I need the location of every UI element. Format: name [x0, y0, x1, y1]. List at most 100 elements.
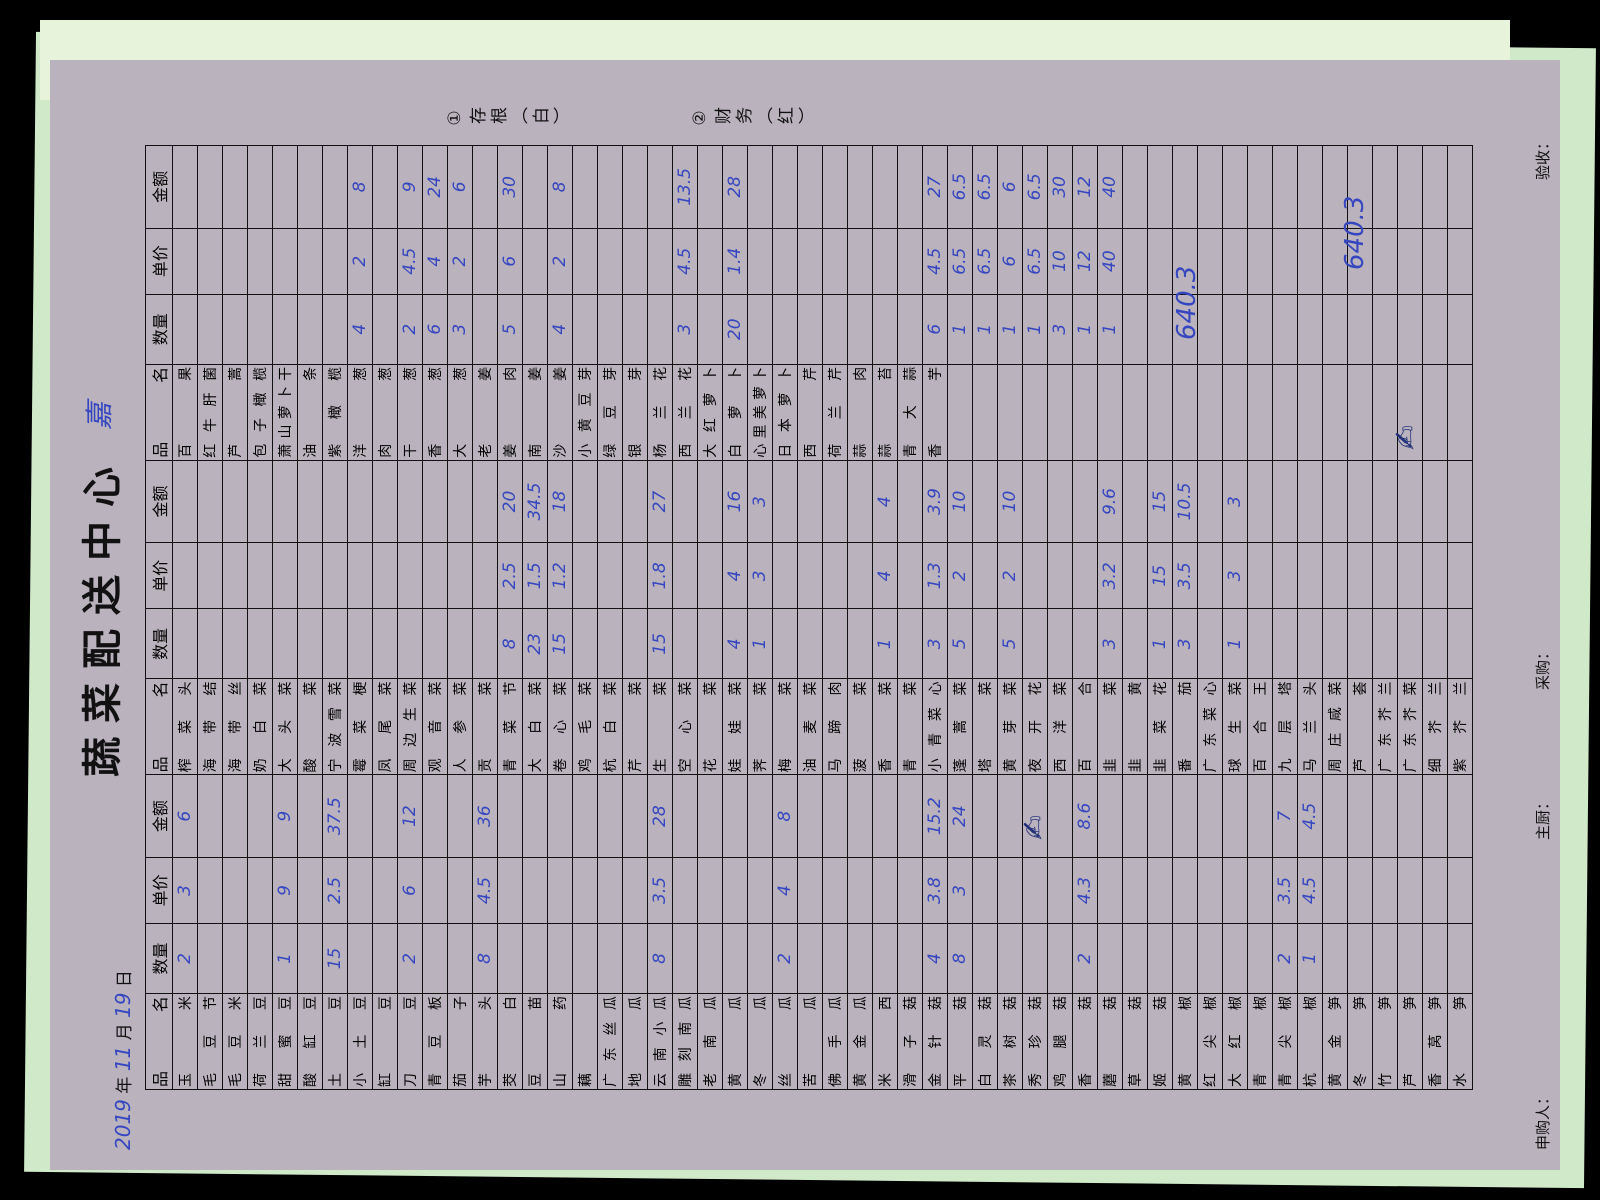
item-amount[interactable]: [897, 774, 923, 858]
item-amount[interactable]: [1197, 774, 1223, 858]
item-qty[interactable]: [372, 923, 398, 994]
item-price[interactable]: [1422, 857, 1448, 924]
item-price[interactable]: [347, 857, 373, 924]
item-qty[interactable]: 8: [947, 923, 973, 994]
item-price[interactable]: 3.5: [1172, 542, 1198, 609]
item-amount[interactable]: [1247, 145, 1273, 229]
item-price[interactable]: [522, 228, 548, 295]
item-qty[interactable]: 8: [497, 608, 523, 679]
item-qty[interactable]: [1372, 608, 1398, 679]
item-qty[interactable]: [722, 923, 748, 994]
item-amount[interactable]: [822, 774, 848, 858]
item-amount[interactable]: 12: [397, 774, 423, 858]
item-amount[interactable]: [1397, 774, 1423, 858]
item-price[interactable]: [422, 857, 448, 924]
item-qty[interactable]: [1322, 294, 1348, 365]
item-price[interactable]: [972, 542, 998, 609]
item-qty[interactable]: 4: [922, 923, 948, 994]
item-qty[interactable]: [1322, 608, 1348, 679]
item-qty[interactable]: [547, 923, 573, 994]
item-price[interactable]: [747, 857, 773, 924]
item-qty[interactable]: [1197, 608, 1223, 679]
item-amount[interactable]: 28: [722, 145, 748, 229]
item-qty[interactable]: [1047, 923, 1073, 994]
item-price[interactable]: 3.8: [922, 857, 948, 924]
item-price[interactable]: [172, 228, 198, 295]
item-qty[interactable]: 3: [1097, 608, 1123, 679]
item-qty[interactable]: [1122, 294, 1148, 365]
item-amount[interactable]: 10: [947, 460, 973, 543]
item-amount[interactable]: [522, 774, 548, 858]
item-price[interactable]: [697, 857, 723, 924]
item-amount[interactable]: [247, 145, 273, 229]
item-qty[interactable]: [672, 608, 698, 679]
item-qty[interactable]: 5: [947, 608, 973, 679]
item-amount[interactable]: [1272, 145, 1298, 229]
item-price[interactable]: [797, 228, 823, 295]
item-qty[interactable]: [1072, 608, 1098, 679]
item-price[interactable]: [1372, 857, 1398, 924]
item-amount[interactable]: [422, 460, 448, 543]
item-price[interactable]: [297, 228, 323, 295]
item-price[interactable]: [197, 857, 223, 924]
item-qty[interactable]: [1272, 294, 1298, 365]
item-price[interactable]: [522, 857, 548, 924]
item-amount[interactable]: 3.9: [922, 460, 948, 543]
item-price[interactable]: [472, 228, 498, 295]
item-amount[interactable]: [722, 774, 748, 858]
item-amount[interactable]: [222, 145, 248, 229]
item-price[interactable]: [1047, 857, 1073, 924]
item-price[interactable]: [472, 542, 498, 609]
item-qty[interactable]: [247, 923, 273, 994]
item-amount[interactable]: [1247, 774, 1273, 858]
item-price[interactable]: 4.5: [472, 857, 498, 924]
item-qty[interactable]: 2: [397, 294, 423, 365]
item-amount[interactable]: [1422, 774, 1448, 858]
item-price[interactable]: [822, 542, 848, 609]
item-qty[interactable]: [597, 608, 623, 679]
item-price[interactable]: [1147, 228, 1173, 295]
item-qty[interactable]: [447, 923, 473, 994]
item-price[interactable]: [647, 228, 673, 295]
item-price[interactable]: 2: [347, 228, 373, 295]
item-amount[interactable]: 6: [447, 145, 473, 229]
item-amount[interactable]: [1172, 774, 1198, 858]
item-qty[interactable]: 2: [172, 923, 198, 994]
item-qty[interactable]: [347, 608, 373, 679]
item-price[interactable]: [1047, 542, 1073, 609]
item-qty[interactable]: [1322, 923, 1348, 994]
item-amount[interactable]: [572, 460, 598, 543]
item-amount[interactable]: [497, 774, 523, 858]
item-amount[interactable]: [572, 774, 598, 858]
item-price[interactable]: [1397, 857, 1423, 924]
item-qty[interactable]: 1: [1222, 608, 1248, 679]
item-price[interactable]: 40: [1097, 228, 1123, 295]
item-price[interactable]: 4.5: [397, 228, 423, 295]
item-amount[interactable]: [372, 460, 398, 543]
item-price[interactable]: [1122, 857, 1148, 924]
item-price[interactable]: 15: [1147, 542, 1173, 609]
item-price[interactable]: [1372, 228, 1398, 295]
item-qty[interactable]: [772, 294, 798, 365]
item-qty[interactable]: [1197, 923, 1223, 994]
item-price[interactable]: [897, 542, 923, 609]
item-qty[interactable]: [1022, 923, 1048, 994]
item-price[interactable]: [322, 542, 348, 609]
item-amount[interactable]: 6: [997, 145, 1023, 229]
item-amount[interactable]: 12: [1072, 145, 1098, 229]
item-qty[interactable]: 4: [722, 608, 748, 679]
item-price[interactable]: [597, 857, 623, 924]
item-price[interactable]: 6: [997, 228, 1023, 295]
item-qty[interactable]: [772, 608, 798, 679]
item-qty[interactable]: 1: [1097, 294, 1123, 365]
item-price[interactable]: 4: [722, 542, 748, 609]
item-amount[interactable]: [297, 145, 323, 229]
item-qty[interactable]: 1: [1147, 608, 1173, 679]
item-price[interactable]: [197, 542, 223, 609]
item-qty[interactable]: 1: [747, 608, 773, 679]
item-qty[interactable]: [847, 923, 873, 994]
item-price[interactable]: [897, 228, 923, 295]
item-qty[interactable]: [1022, 608, 1048, 679]
item-amount[interactable]: [1322, 774, 1348, 858]
item-qty[interactable]: [222, 923, 248, 994]
